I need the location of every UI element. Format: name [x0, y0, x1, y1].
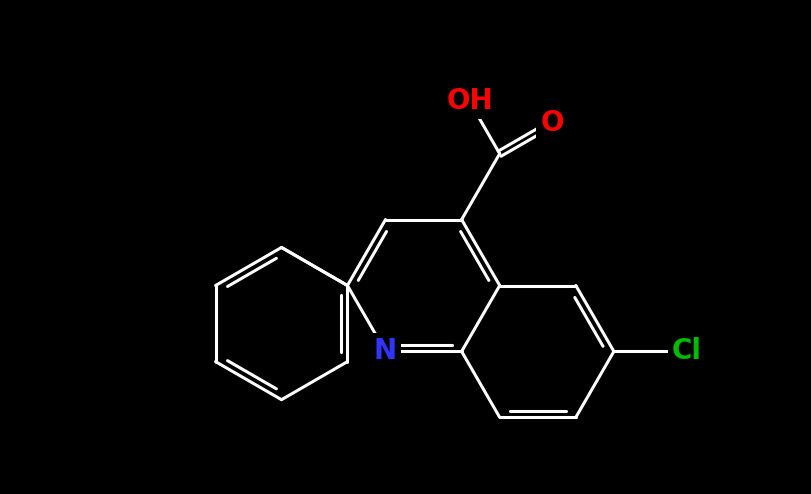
Text: OH: OH [445, 87, 492, 115]
Text: N: N [374, 337, 397, 366]
Text: Cl: Cl [672, 337, 702, 366]
Text: O: O [539, 109, 563, 137]
